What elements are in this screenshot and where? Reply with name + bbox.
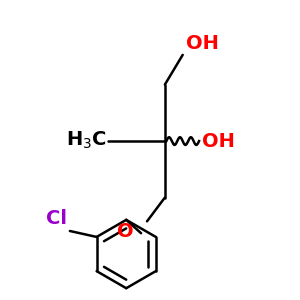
- Text: O: O: [117, 222, 134, 241]
- Text: H$_3$C: H$_3$C: [66, 130, 107, 151]
- Text: OH: OH: [202, 132, 235, 151]
- Text: Cl: Cl: [46, 209, 67, 228]
- Text: OH: OH: [186, 34, 218, 53]
